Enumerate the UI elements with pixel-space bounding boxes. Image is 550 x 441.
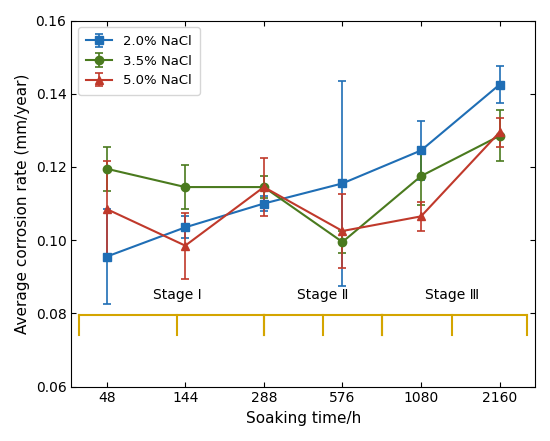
Legend: 2.0% NaCl, 3.5% NaCl, 5.0% NaCl: 2.0% NaCl, 3.5% NaCl, 5.0% NaCl xyxy=(78,27,200,95)
Text: Stage Ⅲ: Stage Ⅲ xyxy=(425,288,480,303)
Text: Stage Ⅱ: Stage Ⅱ xyxy=(297,288,349,303)
Y-axis label: Average corrosion rate (mm/year): Average corrosion rate (mm/year) xyxy=(15,73,30,334)
X-axis label: Soaking time/h: Soaking time/h xyxy=(245,411,361,426)
Text: Stage Ⅰ: Stage Ⅰ xyxy=(153,288,202,303)
